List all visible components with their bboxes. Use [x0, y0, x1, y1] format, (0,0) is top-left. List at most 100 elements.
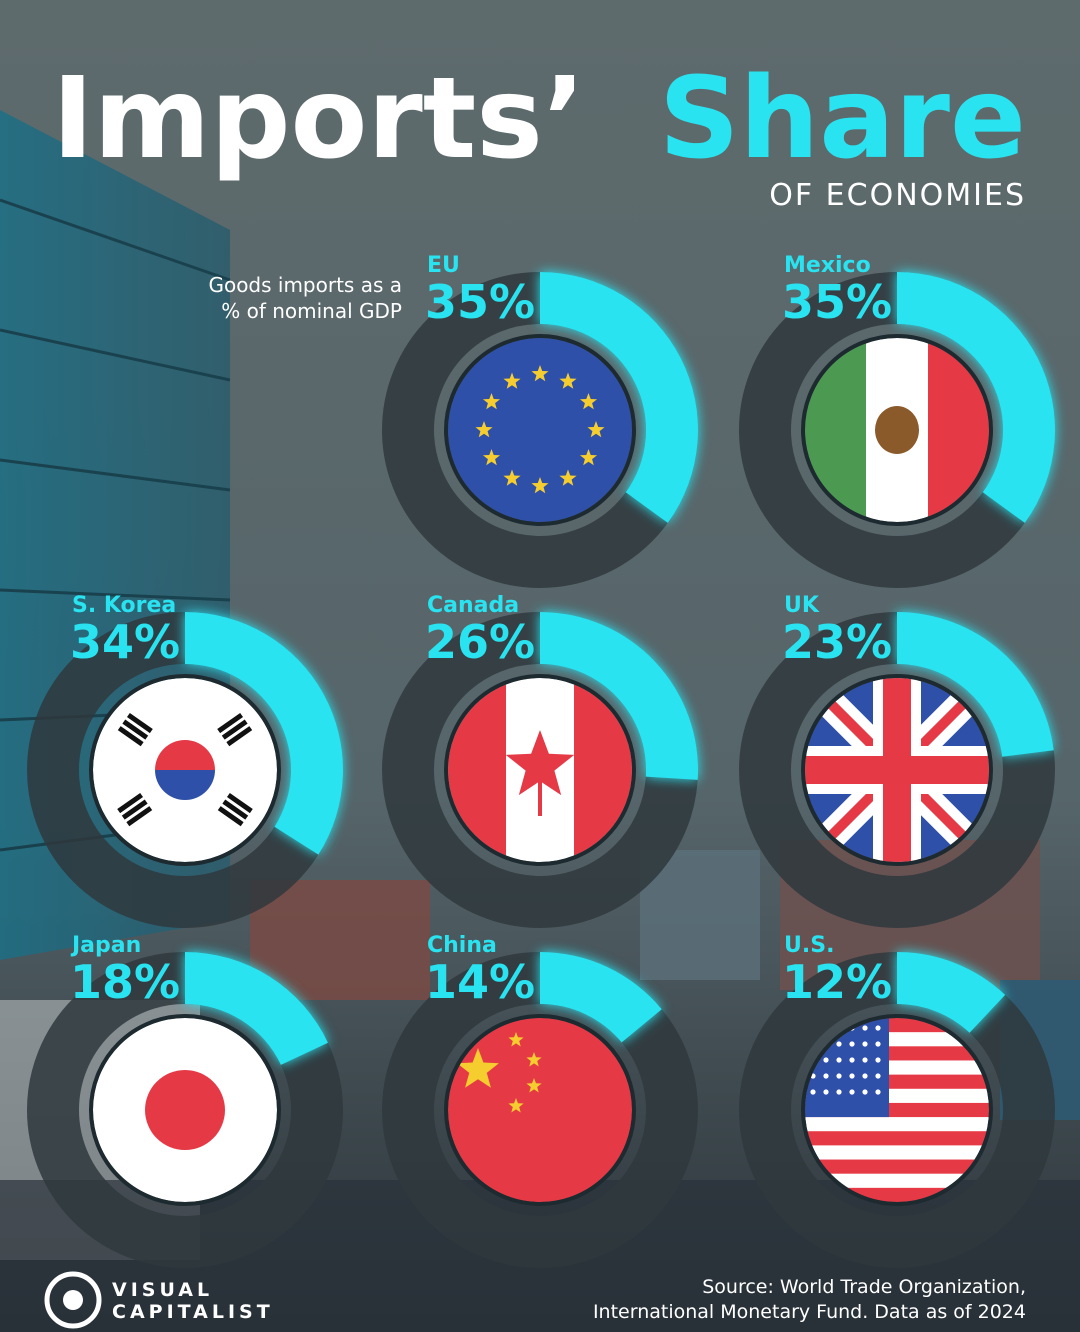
flag-rim [444, 1014, 636, 1206]
flag [93, 1018, 277, 1202]
flag-trigram [226, 792, 253, 814]
flag-star [526, 1052, 542, 1067]
flag [448, 1018, 632, 1202]
flag-rim [444, 674, 636, 866]
flag-star [875, 1041, 881, 1047]
flag-star [823, 1057, 829, 1063]
value-label: 23% [782, 615, 892, 669]
flag-star [862, 1041, 868, 1047]
flag-star [531, 365, 549, 382]
flag-star [505, 730, 575, 796]
flag [93, 678, 277, 862]
flag [448, 678, 632, 862]
flag-trigram [126, 806, 153, 827]
note-line: Goods imports as a [208, 273, 402, 297]
flag-star [862, 1057, 868, 1063]
category-label: U.S. [784, 933, 834, 958]
logo-text: VISUAL [112, 1279, 213, 1301]
category-label: Mexico [784, 253, 871, 278]
donut-arc [897, 952, 1006, 1033]
flag [805, 338, 989, 522]
flag-star [836, 1089, 842, 1095]
flag-star [503, 469, 521, 486]
flag-star [823, 1073, 829, 1079]
flag-star [862, 1073, 868, 1079]
flag-star [875, 1025, 881, 1031]
category-label: S. Korea [72, 593, 176, 618]
flag-trigram [226, 726, 253, 747]
flag-trigram [121, 799, 148, 820]
value-label: 12% [782, 955, 892, 1009]
flag-star [508, 1098, 524, 1113]
flag-star [475, 421, 493, 438]
flag-star [836, 1057, 842, 1063]
flag-star [559, 469, 577, 486]
flag-field [448, 1018, 632, 1202]
value-label: 26% [425, 615, 535, 669]
title-highlight: Share [659, 54, 1026, 184]
donut-arc [540, 952, 662, 1043]
flag-star [457, 1048, 499, 1088]
flag-star [836, 1073, 842, 1079]
category-label: Canada [427, 593, 519, 618]
flag-stripe [805, 1159, 989, 1175]
category-label: China [427, 933, 497, 958]
value-label: 35% [782, 275, 892, 329]
flag-star [862, 1025, 868, 1031]
flag-star [875, 1089, 881, 1095]
flag-stem [538, 780, 542, 816]
value-label: 18% [70, 955, 180, 1009]
flag-star [875, 1073, 881, 1079]
flag-taeguk [155, 740, 215, 770]
flag [805, 1018, 989, 1202]
flag-star [875, 1057, 881, 1063]
note-line: % of nominal GDP [221, 299, 402, 323]
flag-trigram [222, 799, 249, 820]
donut-arc [185, 952, 328, 1065]
flag-star [836, 1041, 842, 1047]
flag-rim [801, 674, 993, 866]
donut-arc [897, 272, 1055, 523]
flag-stripe [805, 1173, 989, 1189]
flag-rim [89, 1014, 281, 1206]
flag-star [810, 1089, 816, 1095]
flag-star [587, 421, 605, 438]
flag-star [823, 1089, 829, 1095]
value-label: 35% [425, 275, 535, 329]
flag-star [849, 1073, 855, 1079]
logo-text: CAPITALIST [112, 1301, 274, 1323]
flag-star [579, 393, 598, 410]
flag-emblem [875, 406, 919, 454]
flag-star [531, 477, 549, 494]
flag-star [862, 1089, 868, 1095]
flag-star [503, 372, 521, 389]
flag-rim [89, 674, 281, 866]
flag-cross [805, 756, 989, 784]
donut-arc [185, 612, 343, 855]
source-line: Source: World Trade Organization, [702, 1276, 1026, 1298]
flag-stripe [805, 1131, 989, 1146]
flag-trigram [122, 719, 149, 740]
title: Imports’ [52, 54, 585, 184]
flag-taeguk [155, 770, 215, 800]
flag-star [849, 1089, 855, 1095]
logo: VISUAL CAPITALIST [44, 1271, 274, 1329]
flag-rim [801, 334, 993, 526]
flag-star [508, 1032, 524, 1047]
subtitle: OF ECONOMIES [769, 178, 1026, 213]
flag-star [849, 1041, 855, 1047]
flag-trigram [126, 712, 153, 734]
flag-trigram [117, 726, 144, 747]
flag-rim [444, 334, 636, 526]
flag-star [482, 393, 501, 410]
flag-star [849, 1057, 855, 1063]
flag-star [579, 449, 598, 466]
flag-stripe [805, 1117, 989, 1132]
flag-trigram [217, 806, 244, 827]
value-label: 14% [425, 955, 535, 1009]
donut-arc [540, 272, 698, 523]
category-label: Japan [70, 933, 141, 958]
flag-star [559, 372, 577, 389]
flag-rim [801, 1014, 993, 1206]
